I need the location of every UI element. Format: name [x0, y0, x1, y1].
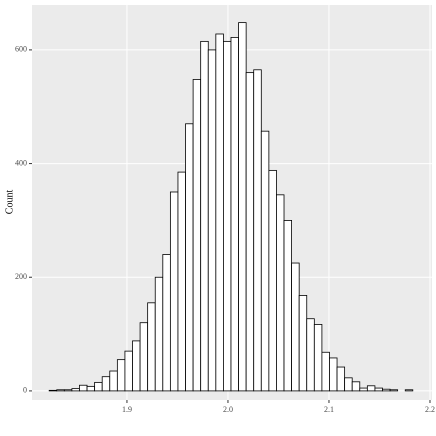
y-axis-label: Count	[4, 190, 15, 215]
bar	[253, 69, 262, 392]
y-tick-label: 400	[15, 158, 27, 167]
bar	[162, 254, 171, 392]
bar	[306, 318, 315, 392]
x-tick-label: 1.9	[122, 405, 132, 414]
bar	[94, 381, 103, 392]
bar	[283, 220, 292, 392]
bar	[192, 79, 202, 392]
y-tick-label: 0	[23, 386, 27, 395]
bar	[291, 262, 300, 392]
bar	[109, 370, 118, 392]
bar	[260, 130, 270, 392]
bar	[313, 324, 323, 392]
bar	[389, 389, 399, 392]
bar	[116, 359, 126, 392]
bar	[344, 377, 353, 392]
x-tick-label: 2.0	[223, 405, 233, 414]
bar	[238, 22, 247, 392]
bar	[230, 36, 239, 392]
bar	[56, 389, 65, 392]
bar	[79, 384, 88, 392]
bar	[101, 376, 111, 392]
bar	[139, 322, 149, 392]
bar	[268, 169, 277, 392]
bar	[366, 385, 376, 392]
bar	[351, 381, 361, 392]
y-tick-label: 200	[15, 272, 27, 281]
bar	[185, 123, 194, 392]
bar	[132, 340, 141, 392]
bar	[336, 366, 346, 392]
x-tick-label: 2.1	[324, 405, 334, 414]
bar	[382, 388, 391, 392]
bar	[207, 49, 217, 392]
bar	[374, 387, 383, 392]
x-tick-label: 2.2	[425, 405, 435, 414]
bar	[298, 295, 308, 392]
bar	[329, 357, 338, 392]
bar	[276, 194, 285, 392]
y-tick-label: 600	[15, 45, 27, 54]
bar	[86, 385, 96, 392]
bar	[48, 389, 58, 392]
bar	[321, 351, 330, 392]
bar	[63, 389, 73, 392]
bar	[404, 389, 414, 392]
bar	[359, 387, 368, 392]
bar	[223, 40, 232, 392]
bar	[245, 72, 255, 392]
bar	[124, 350, 133, 392]
bar	[169, 191, 179, 392]
bar	[147, 302, 156, 392]
bar	[215, 33, 224, 392]
bar	[200, 40, 209, 392]
bar	[177, 171, 186, 392]
bar	[154, 276, 164, 392]
bar	[71, 388, 80, 392]
